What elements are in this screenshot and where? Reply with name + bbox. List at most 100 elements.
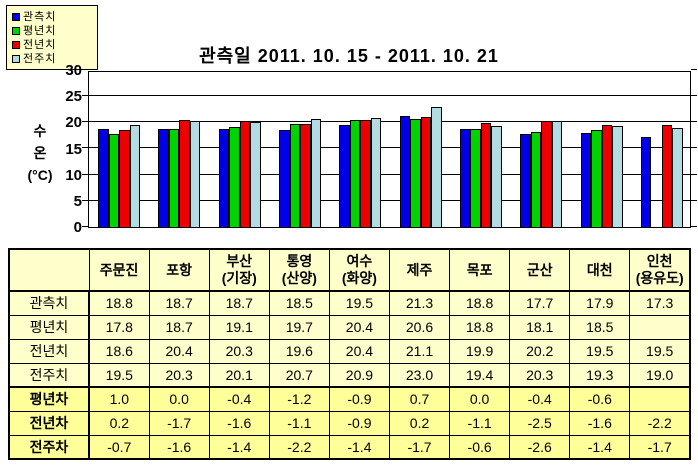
- value-cell: -1.6: [208, 410, 270, 436]
- row-label-cell: 전주차: [8, 434, 90, 460]
- value-cell: 20.3: [509, 362, 571, 388]
- y-axis-tick: [82, 69, 88, 70]
- value-cell: 18.8: [449, 290, 511, 316]
- value-cell: 18.8: [449, 314, 511, 340]
- legend-item: 전주치: [12, 52, 91, 66]
- y-tick-label: 25: [65, 88, 82, 105]
- header-line: 대천: [586, 261, 613, 278]
- y-axis-title-line: 온: [33, 145, 47, 161]
- y-axis-tick: [82, 147, 88, 148]
- table-head: 주문진 포항 부산 (기장) 통영 (산양) 여수 (화양) 제주 목포 군산 대천 인천 (용유도): [8, 248, 691, 292]
- y-tick-label: 10: [65, 167, 82, 184]
- row-label-cell: 평년차: [8, 386, 90, 412]
- table-header-cell: 통영 (산양): [268, 248, 330, 292]
- y-axis-title-line: 수: [33, 123, 47, 139]
- value-cell: -2.2: [629, 410, 691, 436]
- value-cell: 20.9: [328, 362, 390, 388]
- value-cell: 18.6: [88, 338, 150, 364]
- row-label-cell: 평년치: [8, 314, 90, 340]
- row-label-cell: 전년차: [8, 410, 90, 436]
- value-cell: 19.4: [449, 362, 511, 388]
- legend: 관측치 평년치 전년치 전주치: [6, 5, 98, 70]
- value-cell: 20.4: [328, 338, 390, 364]
- row-label-cell: 전년치: [8, 338, 90, 364]
- header-line: 여수: [346, 253, 373, 269]
- value-cell: 18.7: [208, 290, 270, 316]
- header-line: 부산: [226, 253, 253, 269]
- row-label-cell: 관측치: [8, 290, 90, 316]
- table-header-cell: 주문진: [88, 248, 150, 292]
- table-row: 관측치 18.8 18.7 18.7 18.5 19.5 21.3 18.8 17.7 17.9 1…: [8, 290, 691, 316]
- value-cell: -0.4: [509, 386, 571, 412]
- chart-title: 관측일 2011. 10. 15 - 2011. 10. 21: [199, 46, 499, 66]
- bar: [339, 125, 350, 227]
- value-cell: -1.4: [208, 434, 270, 460]
- y-axis-title: 수 온 (°C): [16, 120, 64, 186]
- y-axis-tick: [82, 121, 88, 122]
- y-axis-tick: [691, 174, 697, 175]
- bar: [370, 117, 382, 227]
- y-tick-label: 0: [73, 219, 82, 236]
- value-cell: -0.6: [569, 386, 631, 412]
- y-axis-tick: [691, 226, 697, 227]
- value-cell: -1.7: [629, 434, 691, 460]
- bar: [218, 129, 230, 227]
- value-cell: 23.0: [388, 362, 451, 388]
- legend-item: 관측치: [12, 10, 91, 24]
- value-cell: 19.7: [268, 314, 330, 340]
- value-cell: 21.3: [388, 290, 451, 316]
- value-cell: -0.6: [449, 434, 511, 460]
- bar: [229, 127, 240, 227]
- value-cell: 17.9: [569, 290, 631, 316]
- value-cell: 19.6: [268, 338, 330, 364]
- value-cell: 0.2: [388, 410, 451, 436]
- legend-swatch-icon: [12, 27, 20, 35]
- bar: [601, 125, 612, 227]
- bar: [300, 124, 311, 227]
- y-axis-tick: [691, 121, 697, 122]
- value-cell: 19.3: [569, 362, 631, 388]
- value-cell: 20.4: [148, 338, 210, 364]
- header-line: 인천: [646, 253, 673, 269]
- bar: [119, 129, 130, 227]
- value-cell: 21.1: [388, 338, 451, 364]
- bar: [420, 116, 432, 227]
- y-axis-tick: [691, 147, 697, 148]
- value-cell: 18.5: [569, 314, 631, 340]
- value-cell: 19.1: [208, 314, 270, 340]
- value-cell: -1.2: [268, 386, 330, 412]
- value-cell: 18.7: [148, 290, 210, 316]
- y-tick-label: 5: [73, 193, 82, 210]
- table-row: 전년차 0.2 -1.7 -1.6 -1.1 -0.9 0.2 -1.1 -2.5 -1.6 -2.…: [8, 410, 691, 436]
- table-row: 평년치 17.8 18.7 19.1 19.7 20.4 20.6 18.8 18.1 18.5: [8, 314, 691, 340]
- value-cell: -1.6: [569, 410, 631, 436]
- value-cell: 20.1: [208, 362, 270, 388]
- value-cell: 20.3: [208, 338, 270, 364]
- bar: [580, 133, 591, 227]
- table-header-cell: 여수 (화양): [328, 248, 390, 292]
- bar: [108, 133, 120, 227]
- legend-item-label: 전년치: [23, 39, 57, 51]
- value-cell: -1.7: [148, 410, 210, 436]
- value-cell: 19.5: [629, 338, 691, 364]
- value-cell: 19.5: [328, 290, 390, 316]
- value-cell: 20.4: [328, 314, 390, 340]
- value-cell: 18.7: [148, 314, 210, 340]
- table-header-row: 주문진 포항 부산 (기장) 통영 (산양) 여수 (화양) 제주 목포 군산 대천 인천 (용유도): [8, 248, 691, 292]
- bar: [551, 120, 563, 227]
- bar: [168, 129, 180, 227]
- value-cell: 17.8: [88, 314, 150, 340]
- value-cell: -0.9: [328, 386, 390, 412]
- y-axis-tick: [82, 200, 88, 201]
- header-line: 제주: [406, 261, 433, 278]
- table-header-cell: 제주: [388, 248, 451, 292]
- bar: [310, 118, 321, 227]
- y-axis-tick: [82, 95, 88, 96]
- value-cell: 18.8: [88, 290, 150, 316]
- bar: [289, 123, 300, 227]
- value-cell: 0.2: [88, 410, 150, 436]
- table-row: 평년차 1.0 0.0 -0.4 -1.2 -0.9 0.7 0.0 -0.4 -0.6: [8, 386, 691, 412]
- gridline: [89, 174, 690, 175]
- value-cell: 19.5: [569, 338, 631, 364]
- value-cell: 20.3: [148, 362, 210, 388]
